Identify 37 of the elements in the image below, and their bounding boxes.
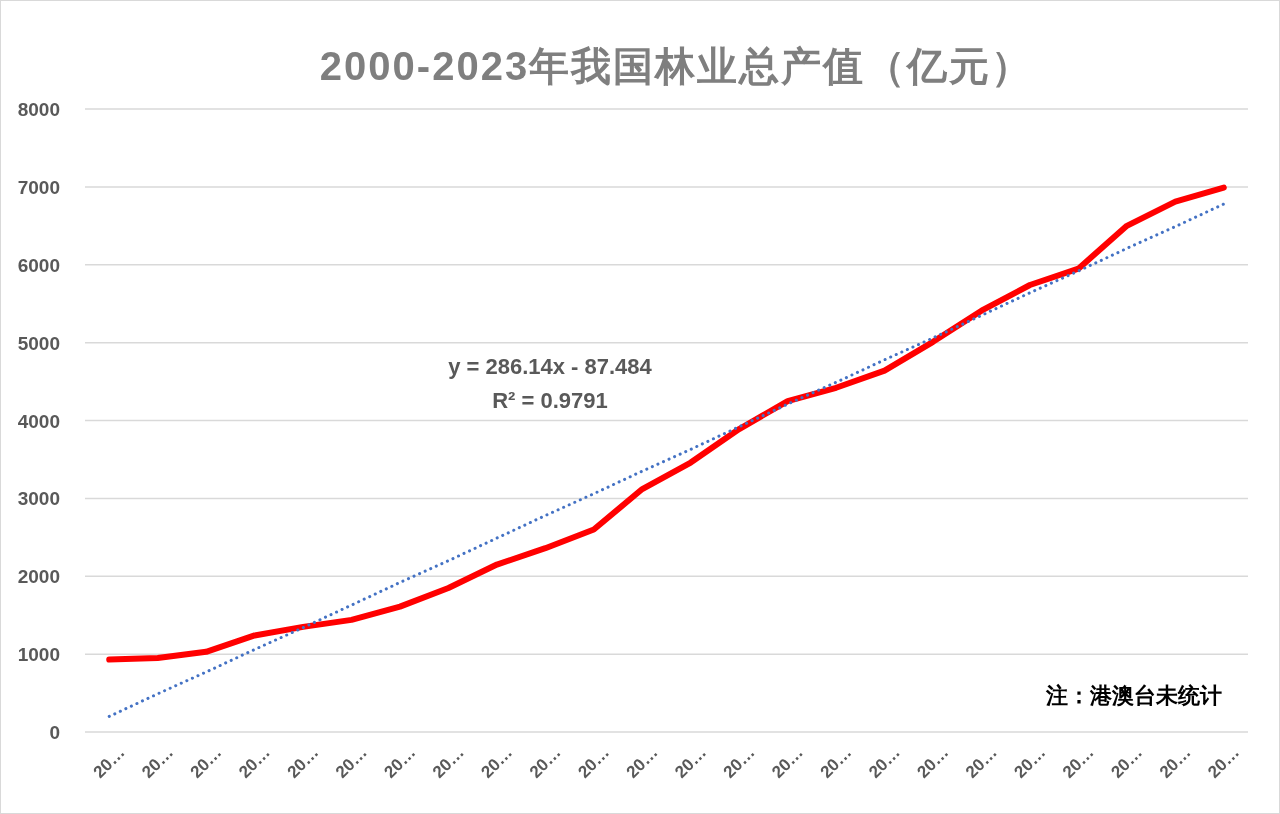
x-tick-label: 20… (186, 742, 226, 782)
x-tick-label: 20… (332, 742, 371, 782)
x-tick-label: 20… (477, 742, 517, 782)
x-tick-label: 20… (622, 742, 662, 782)
x-tick-label: 20… (1058, 742, 1098, 782)
y-tick-label: 0 (49, 722, 60, 743)
x-tick-label: 20… (913, 742, 953, 782)
x-tick-label: 20… (865, 742, 904, 782)
x-tick-label: 20… (380, 742, 420, 782)
x-tick-label: 20… (283, 742, 323, 782)
x-tick-label: 20… (961, 742, 1001, 782)
annotation: y = 286.14x - 87.484 (448, 354, 653, 379)
x-tick-label: 20… (1155, 742, 1195, 782)
x-tick-label: 20… (89, 742, 129, 782)
x-tick-label: 20… (1204, 742, 1244, 782)
y-tick-label: 1000 (17, 644, 60, 666)
x-tick-label: 20… (671, 742, 711, 782)
x-tick-label: 20… (719, 742, 759, 782)
x-tick-label: 20… (574, 742, 614, 782)
annotation: R² = 0.9791 (492, 388, 608, 413)
y-tick-label: 2000 (17, 566, 60, 588)
x-tick-label: 20… (428, 742, 468, 782)
annotation: 注：港澳台未统计 (1045, 683, 1222, 708)
y-tick-label: 3000 (17, 488, 60, 510)
x-tick-label: 20… (1107, 742, 1147, 782)
x-tick-label: 20… (768, 742, 807, 782)
y-tick-label: 7000 (17, 176, 60, 198)
y-tick-label: 4000 (17, 410, 60, 432)
x-tick-label: 20… (138, 742, 177, 782)
chart-title: 2000-2023年我国林业总产值（亿元） (319, 44, 1034, 88)
y-tick-label: 6000 (17, 254, 60, 276)
y-tick-label: 5000 (17, 332, 60, 354)
x-tick-label: 20… (816, 742, 856, 782)
x-tick-label: 20… (525, 742, 565, 782)
x-tick-label: 20… (235, 742, 274, 782)
y-tick-label: 8000 (17, 99, 60, 120)
x-tick-label: 20… (1010, 742, 1050, 782)
